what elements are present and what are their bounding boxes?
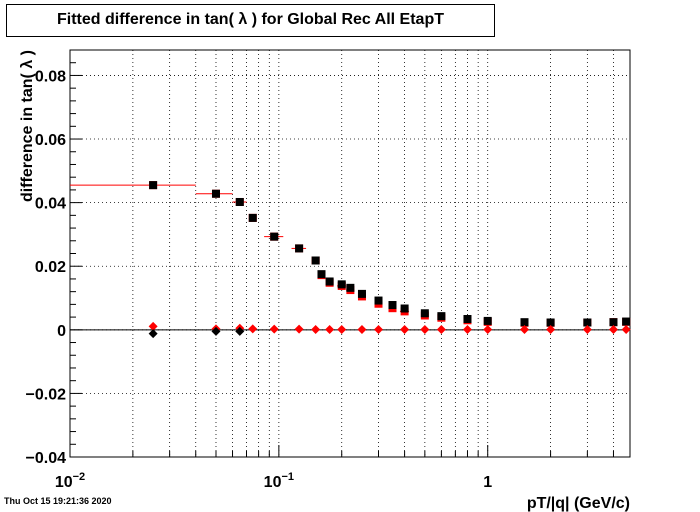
- data-point: [400, 324, 410, 334]
- data-point: [483, 316, 492, 325]
- y-tick-label: 0.04: [35, 196, 66, 213]
- data-point: [211, 189, 220, 198]
- data-point: [420, 309, 429, 318]
- data-point: [388, 301, 397, 310]
- data-point: [546, 324, 556, 334]
- data-point: [337, 324, 347, 334]
- data-point: [311, 324, 321, 334]
- data-point: [311, 256, 320, 265]
- chart-title-box: Fitted difference in tan( λ ) for Global…: [6, 4, 495, 37]
- data-point: [235, 197, 244, 206]
- data-point: [582, 324, 592, 334]
- data-point: [374, 296, 383, 305]
- y-tick-label: 0: [57, 323, 66, 340]
- data-point: [462, 324, 472, 334]
- plot-frame: [69, 49, 631, 458]
- x-axis-label: pT/|q| (GeV/c): [527, 495, 630, 512]
- y-tick-label: 0.08: [35, 68, 66, 85]
- data-point: [357, 324, 367, 334]
- data-point: [374, 324, 384, 334]
- timestamp: Thu Oct 15 19:21:36 2020: [4, 496, 112, 506]
- data-point: [400, 304, 409, 313]
- data-point: [357, 289, 366, 298]
- data-point: [463, 315, 472, 324]
- y-tick-label: −0.04: [26, 450, 67, 467]
- y-tick-label: 0.06: [35, 132, 66, 149]
- series-1: [149, 181, 631, 327]
- series-2: [148, 321, 631, 334]
- data-point: [546, 318, 555, 327]
- data-point: [148, 321, 158, 331]
- x-tick-label: 1: [483, 474, 492, 491]
- data-point: [248, 324, 258, 334]
- y-tick-label: 0.02: [35, 259, 66, 276]
- data-point: [420, 324, 430, 334]
- x-tick-label: 10−1: [264, 471, 294, 491]
- data-point: [248, 213, 257, 222]
- y-ticks: [70, 49, 82, 458]
- data-point: [294, 324, 304, 334]
- y-axis-label: difference in tan( λ ): [19, 50, 36, 202]
- data-point: [609, 318, 618, 327]
- data-point: [295, 244, 304, 253]
- chart-title: Fitted difference in tan( λ ) for Global…: [57, 11, 444, 28]
- data-point: [269, 324, 279, 334]
- data-point: [337, 280, 346, 289]
- x-tick-label: 10−2: [55, 471, 85, 491]
- data-point: [235, 326, 245, 336]
- data-point: [583, 318, 592, 327]
- series-3: [148, 326, 245, 339]
- grid-lines: [70, 50, 630, 458]
- data-point: [622, 317, 631, 326]
- data-point: [211, 326, 221, 336]
- y-tick-label: −0.02: [26, 386, 67, 403]
- data-point: [317, 270, 326, 279]
- data-point: [519, 324, 529, 334]
- data-point: [346, 283, 355, 292]
- data-point: [325, 324, 335, 334]
- data-point: [483, 324, 493, 334]
- data-point: [149, 181, 158, 190]
- data-point: [148, 329, 158, 339]
- data-point: [437, 312, 446, 321]
- x-ticks: [69, 445, 614, 457]
- data-point: [436, 324, 446, 334]
- data-point: [325, 277, 334, 286]
- data-point: [608, 324, 618, 334]
- data-point: [520, 318, 529, 327]
- data-point: [621, 324, 631, 334]
- data-point: [270, 232, 279, 241]
